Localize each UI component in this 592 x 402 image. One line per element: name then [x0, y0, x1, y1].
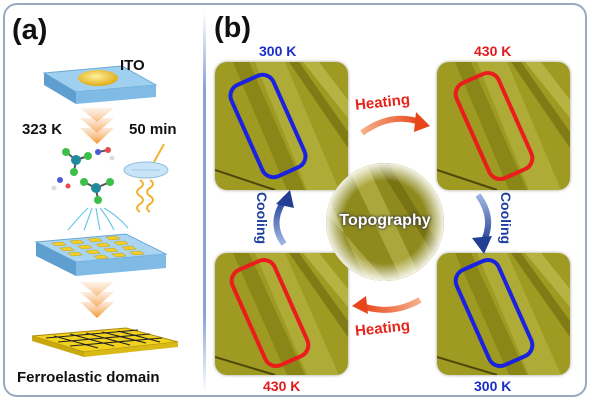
spray-jets	[67, 207, 129, 231]
ferroelastic-domain-label: Ferroelastic domain	[17, 369, 160, 386]
micrograph-top-left	[215, 62, 348, 190]
hot-domain-marker	[453, 70, 535, 182]
temp-label-bottom-left: 430 K	[263, 378, 301, 394]
molecule-cluster	[51, 147, 115, 204]
fabrication-schematic	[31, 65, 179, 357]
ito-substrate	[42, 65, 158, 104]
micrograph-bottom-right	[437, 253, 570, 375]
temperature-label: 323 K	[22, 121, 63, 138]
patterned-template	[34, 233, 168, 276]
panel-divider	[203, 12, 206, 392]
process-arrow-2	[80, 282, 114, 318]
temp-label-top-left: 300 K	[259, 43, 297, 59]
cooling-label-left: Cooling	[254, 191, 271, 245]
micrograph-top-right	[437, 62, 570, 190]
temp-label-top-right: 430 K	[474, 43, 512, 59]
ferroelastic-film	[31, 327, 179, 357]
ito-label: ITO	[120, 57, 145, 74]
topography-label: Topography	[339, 212, 431, 229]
duration-label: 50 min	[129, 121, 177, 138]
topography-disc	[326, 163, 444, 281]
cold-domain-marker	[453, 257, 535, 369]
hot-domain-marker	[229, 257, 311, 369]
micrograph-bottom-left	[215, 253, 348, 375]
cold-domain-marker	[228, 72, 308, 180]
panel-b-label: (b)	[214, 12, 252, 44]
precursor-droplet	[78, 70, 118, 86]
panel-a-label: (a)	[12, 14, 48, 46]
process-arrow-1	[80, 108, 114, 144]
polarized-light-icon	[123, 143, 169, 213]
temp-label-bottom-right: 300 K	[474, 378, 512, 394]
cooling-label-right: Cooling	[498, 191, 515, 245]
